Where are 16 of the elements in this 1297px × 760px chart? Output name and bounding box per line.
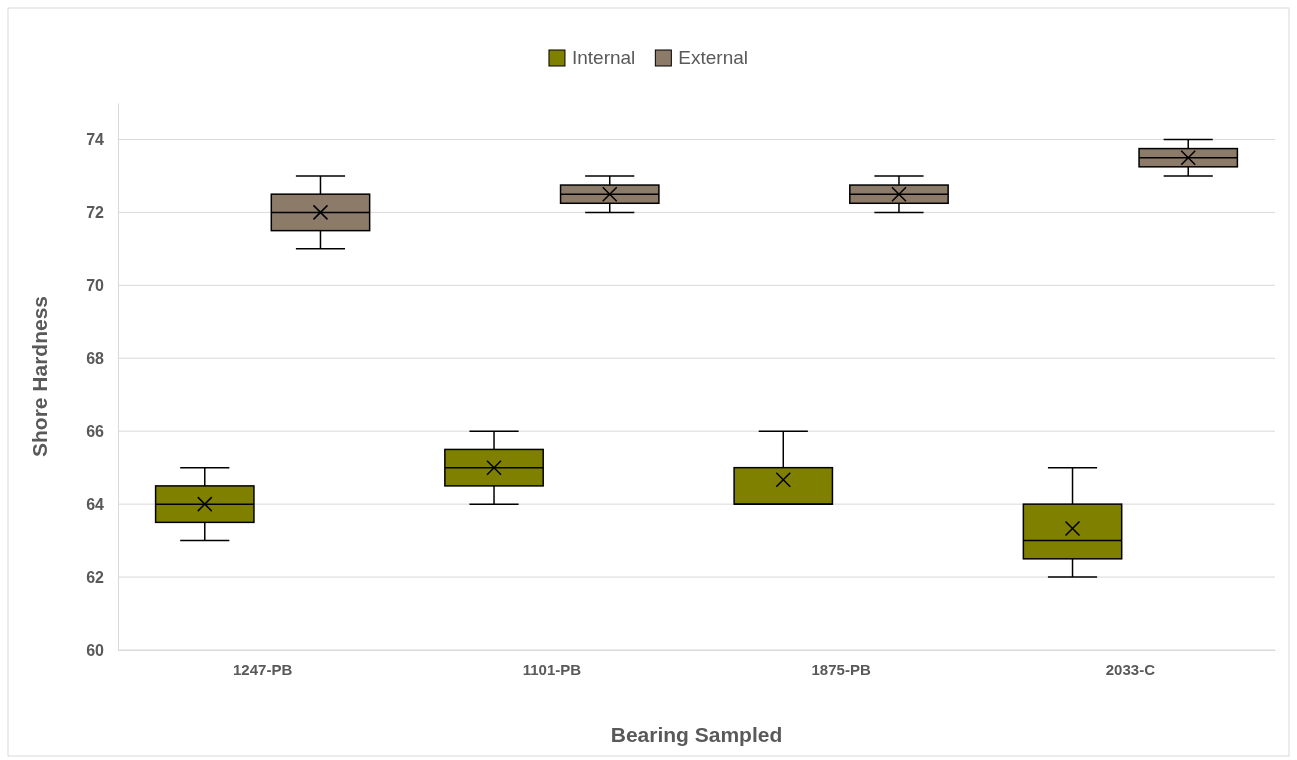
y-tick-label: 68	[86, 349, 105, 367]
y-axis-title: Shore Hardness	[28, 295, 51, 458]
x-tick-label: 2033-C	[1105, 660, 1156, 678]
x-tick-label: 1875-PB	[811, 660, 871, 678]
x-axis-title: Bearing Sampled	[610, 723, 783, 746]
x-tick-label: 1101-PB	[522, 660, 582, 678]
legend-label: Internal	[571, 47, 636, 68]
y-tick-label: 60	[86, 641, 105, 659]
legend-label: External	[678, 47, 749, 68]
x-tick-label: 1247-PB	[233, 660, 293, 678]
y-tick-label: 72	[86, 204, 105, 222]
y-tick-label: 66	[86, 422, 105, 440]
y-tick-label: 74	[86, 131, 105, 149]
y-tick-label: 62	[86, 568, 105, 586]
y-tick-label: 64	[86, 495, 105, 513]
y-tick-label: 70	[86, 276, 105, 294]
